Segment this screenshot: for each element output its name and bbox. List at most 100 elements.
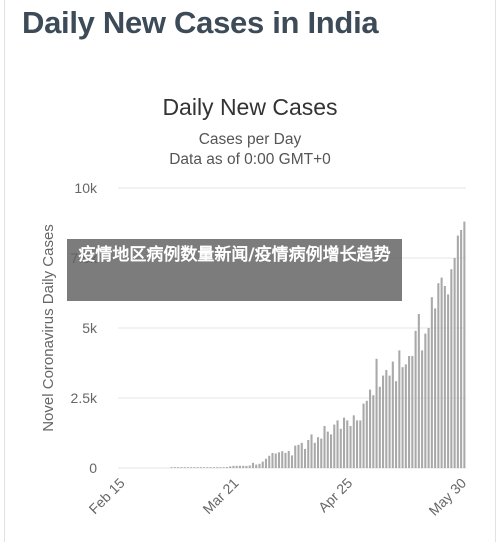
bar-apr-16 — [316, 437, 320, 468]
bar-may-7 — [385, 370, 388, 468]
bar-mar-12 — [203, 467, 206, 468]
bar-mar-13 — [206, 467, 209, 468]
bar-mar-27 — [251, 462, 255, 468]
bar-mar-5 — [180, 467, 183, 468]
bar-apr-15 — [313, 442, 316, 468]
bar-apr-6 — [284, 452, 287, 468]
x-tick-label: Feb 15 — [86, 475, 128, 517]
x-tick-label: May 30 — [425, 475, 469, 519]
x-tick-label: Mar 21 — [199, 475, 241, 517]
bar-may-17 — [417, 314, 420, 468]
bar-may-28 — [453, 258, 456, 468]
bar-apr-20 — [329, 434, 333, 468]
bar-apr-26 — [349, 426, 352, 468]
bar-apr-25 — [346, 420, 349, 468]
bar-mar-26 — [248, 465, 251, 468]
bar-may-20 — [427, 328, 430, 468]
y-tick-label: 2.5k — [71, 390, 98, 406]
bar-may-30 — [460, 230, 463, 468]
bar-may-14 — [408, 356, 411, 468]
chart-subtitle-data-as-of: Data as of 0:00 GMT+0 — [169, 151, 331, 168]
bar-apr-22 — [336, 420, 339, 468]
bar-may-6 — [382, 375, 385, 468]
bar-may-19 — [424, 333, 427, 468]
bar-mar-14 — [209, 467, 212, 468]
bar-may-5 — [378, 386, 381, 468]
bar-mar-29 — [258, 463, 261, 468]
overlay-banner — [67, 239, 402, 301]
bar-mar-28 — [255, 464, 258, 468]
bar-may-29 — [456, 235, 459, 468]
bar-may-10 — [395, 381, 398, 468]
bar-mar-8 — [190, 467, 193, 468]
bar-apr-7 — [287, 450, 290, 468]
bar-mar-18 — [222, 467, 225, 468]
bar-mar-11 — [199, 467, 202, 468]
y-axis-label: Novel Coronavirus Daily Cases — [40, 224, 57, 432]
bar-mar-17 — [219, 467, 222, 468]
bar-may-31 — [463, 221, 466, 468]
bar-apr-8 — [290, 455, 294, 468]
bar-apr-29 — [359, 420, 362, 468]
bar-may-1 — [365, 400, 368, 468]
page-right-rule — [495, 0, 496, 542]
bar-may-15 — [411, 356, 414, 468]
bar-apr-14 — [310, 434, 313, 468]
bar-apr-18 — [323, 426, 326, 468]
bar-apr-23 — [339, 428, 342, 468]
x-tick-label: Apr 25 — [315, 475, 356, 516]
bar-apr-28 — [356, 420, 359, 468]
bar-may-9 — [391, 361, 394, 468]
bar-mar-6 — [183, 467, 186, 468]
bar-apr-30 — [362, 403, 365, 468]
bar-apr-12 — [303, 448, 307, 468]
page-left-rule — [4, 0, 5, 542]
bar-may-26 — [447, 294, 450, 468]
bar-apr-5 — [281, 451, 284, 468]
chart-title: Daily New Cases — [162, 94, 338, 120]
bar-apr-2 — [271, 452, 274, 468]
bar-mar-16 — [216, 467, 219, 468]
bar-mar-22 — [235, 465, 238, 468]
bar-may-27 — [450, 269, 453, 468]
bar-mar-7 — [186, 467, 189, 468]
bar-may-2 — [369, 389, 372, 468]
bar-may-13 — [404, 364, 407, 468]
bar-apr-21 — [333, 424, 336, 468]
grid-lines — [118, 187, 466, 469]
bar-may-18 — [421, 350, 424, 468]
bar-apr-13 — [307, 440, 310, 468]
bar-may-23 — [437, 283, 440, 468]
bar-mar-19 — [225, 467, 228, 468]
y-tick-label: 5k — [82, 320, 98, 336]
bar-mar-10 — [196, 467, 199, 468]
bar-mar-25 — [245, 465, 248, 468]
bar-mar-23 — [238, 465, 241, 468]
bar-may-22 — [434, 308, 437, 468]
bar-mar-3 — [173, 467, 176, 468]
bar-may-16 — [414, 330, 417, 468]
bar-apr-1 — [268, 455, 271, 468]
bar-mar-20 — [229, 466, 232, 468]
bar-may-11 — [398, 350, 401, 468]
bar-apr-24 — [343, 417, 346, 468]
y-tick-label: 10k — [74, 180, 98, 196]
bar-may-25 — [443, 286, 446, 468]
bar-may-3 — [372, 395, 375, 468]
bar-mar-15 — [212, 467, 215, 468]
bar-mar-2 — [170, 467, 173, 468]
bar-apr-17 — [320, 438, 323, 468]
bar-may-12 — [401, 367, 404, 468]
bar-apr-10 — [297, 444, 300, 468]
bar-mar-30 — [261, 461, 264, 468]
bar-mar-4 — [177, 467, 180, 468]
bar-apr-11 — [300, 442, 303, 468]
overlay-banner-text: 疫情地区病例数量新闻/疫情病例增长趋势 — [78, 245, 391, 265]
bar-mar-31 — [264, 458, 268, 468]
bar-may-4 — [375, 358, 378, 468]
bar-mar-24 — [242, 465, 245, 468]
bar-apr-4 — [277, 452, 281, 468]
bar-may-8 — [388, 375, 391, 468]
